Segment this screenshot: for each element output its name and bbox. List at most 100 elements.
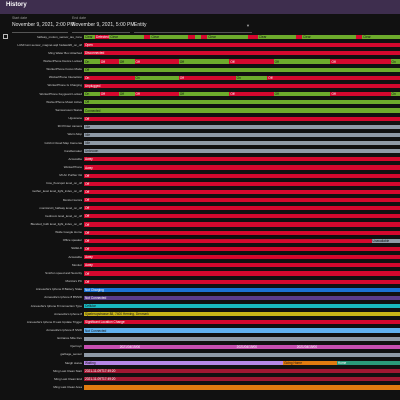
state-segment[interactable]: Open: [84, 43, 400, 48]
segment-state-text: Clear: [208, 35, 216, 40]
state-segment[interactable]: Off: [84, 246, 400, 252]
state-segment[interactable]: Not Charging: [84, 287, 400, 292]
state-bar: 2021/04/19/00 2021/04/19/00 2021/04/19/00: [84, 344, 400, 349]
state-bar: Off: [84, 246, 400, 252]
state-segment[interactable]: Away: [84, 165, 400, 170]
state-segment[interactable]: Off: [99, 59, 119, 64]
state-segment[interactable]: Unknown: [84, 149, 400, 154]
state-segment[interactable]: Off: [273, 92, 331, 97]
state-segment[interactable]: [84, 385, 400, 390]
state-segment[interactable]: Clear: [150, 35, 189, 40]
state-segment[interactable]: Off: [178, 59, 230, 64]
state-segment[interactable]: On: [390, 59, 400, 64]
state-segment[interactable]: Off: [267, 75, 400, 80]
state-segment[interactable]: Away: [84, 157, 400, 162]
state-segment[interactable]: [84, 344, 119, 349]
state-segment[interactable]: On: [84, 92, 100, 97]
entity-picker[interactable]: Entity ▼: [134, 16, 252, 33]
state-segment[interactable]: Off: [84, 238, 372, 243]
state-segment[interactable]: Off: [84, 116, 400, 121]
state-segment[interactable]: On: [84, 75, 135, 80]
state-segment[interactable]: Off: [84, 279, 400, 284]
state-segment[interactable]: [200, 35, 208, 40]
state-segment[interactable]: [248, 35, 258, 40]
state-segment[interactable]: Off: [84, 173, 400, 178]
state-segment[interactable]: Idle: [84, 140, 400, 146]
state-segment[interactable]: 2021-11-09T17:49:20: [84, 369, 400, 374]
state-segment[interactable]: Off: [134, 92, 179, 97]
state-segment[interactable]: [355, 35, 363, 40]
state-segment[interactable]: Unavailable: [371, 238, 400, 243]
state-segment[interactable]: Off: [118, 59, 135, 64]
state-segment[interactable]: Home: [336, 361, 400, 366]
state-segment[interactable]: Off: [229, 92, 274, 97]
state-segment[interactable]: Off: [229, 59, 274, 64]
state-segment[interactable]: Clear: [207, 35, 249, 40]
start-date-picker[interactable]: Start date November 9, 2021, 2:00 PM: [12, 16, 75, 33]
state-segment[interactable]: Off: [84, 100, 400, 105]
state-segment[interactable]: 2021/04/19/00: [118, 344, 236, 349]
state-segment[interactable]: Off: [178, 92, 230, 97]
end-date-picker[interactable]: End date November 9, 2021, 5:00 PM: [72, 16, 135, 33]
state-segment[interactable]: Off: [84, 214, 400, 219]
state-segment[interactable]: Clear: [84, 35, 96, 40]
state-segment[interactable]: 2021-11-09T17:49:20: [84, 377, 400, 382]
state-segment[interactable]: Off: [99, 92, 119, 97]
state-segment[interactable]: Clear: [109, 35, 145, 40]
state-segment[interactable]: Away: [84, 263, 400, 268]
state-segment[interactable]: Significant Location Change: [84, 320, 400, 325]
state-segment[interactable]: Off: [273, 59, 331, 64]
state-segment[interactable]: Not Connected: [84, 328, 400, 333]
state-segment[interactable]: [295, 35, 303, 40]
state-segment[interactable]: Clear: [302, 35, 356, 40]
state-segment[interactable]: [194, 35, 201, 40]
state-segment[interactable]: On: [235, 75, 268, 80]
segment-state-text: Clear: [85, 35, 93, 40]
state-segment[interactable]: Off: [84, 198, 400, 203]
state-segment[interactable]: Clear: [257, 35, 296, 40]
state-segment[interactable]: On: [390, 92, 400, 97]
state-segment[interactable]: Away: [84, 255, 400, 260]
state-segment[interactable]: Off: [84, 189, 400, 195]
state-segment[interactable]: On: [84, 59, 100, 64]
state-bar: Off: [84, 116, 400, 121]
state-segment[interactable]: Off: [84, 67, 400, 72]
state-segment[interactable]: [84, 336, 400, 341]
state-segment[interactable]: Off: [330, 92, 391, 97]
row-label: Fjernsyn: [70, 345, 82, 349]
segment-state-text: Off: [85, 116, 90, 121]
state-segment[interactable]: Idle: [84, 132, 400, 137]
state-segment[interactable]: Off: [84, 271, 400, 276]
state-bar: Idle: [84, 124, 400, 129]
state-segment[interactable]: [144, 35, 151, 40]
state-segment[interactable]: Going Home: [283, 361, 337, 366]
timeline-row: WorkerPhone Away: [0, 165, 400, 173]
state-segment[interactable]: Off: [330, 59, 391, 64]
state-segment[interactable]: Idle: [84, 124, 400, 129]
row-label: Ugosnene: [68, 117, 82, 121]
filter-bar: Start date November 9, 2021, 2:00 PM End…: [0, 14, 400, 39]
state-segment[interactable]: Off: [118, 92, 135, 97]
state-segment[interactable]: 2021/04/19/00: [235, 344, 296, 349]
state-segment[interactable]: Connected: [84, 108, 400, 113]
state-segment[interactable]: Clear: [362, 35, 400, 40]
state-segment[interactable]: Unplugged: [84, 83, 400, 89]
state-segment[interactable]: Cellular: [84, 303, 400, 309]
state-segment[interactable]: Off: [84, 222, 400, 227]
state-segment[interactable]: Detected: [95, 35, 110, 40]
state-segment[interactable]: Off: [84, 206, 400, 211]
state-segment[interactable]: Off: [84, 181, 400, 186]
state-segment[interactable]: Disconnected: [84, 51, 400, 56]
timeline-row: Sleigh status Waiting Going Home Home: [0, 361, 400, 369]
state-segment[interactable]: Off: [84, 230, 400, 235]
state-segment[interactable]: Off: [134, 59, 179, 64]
state-segment[interactable]: 2021/04/19/00: [295, 344, 400, 349]
state-segment[interactable]: Not Connected: [84, 295, 400, 300]
dropdown-arrow-icon[interactable]: ▼: [246, 23, 250, 28]
state-segment[interactable]: [84, 352, 400, 358]
state-segment[interactable]: Waiting: [84, 361, 284, 366]
state-segment[interactable]: On: [134, 75, 179, 80]
state-segment[interactable]: Off: [178, 75, 236, 80]
state-segment[interactable]: [188, 35, 195, 40]
state-segment[interactable]: Sjaelerupstrasse 88, 7400 Herning, Denma…: [84, 312, 400, 317]
